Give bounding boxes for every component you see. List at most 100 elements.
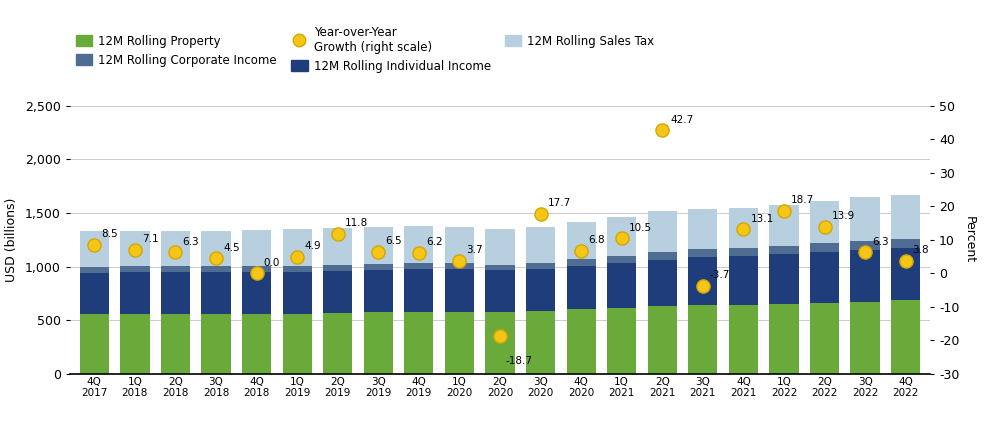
Bar	[485, 270, 515, 312]
Text: 18.7: 18.7	[791, 195, 814, 205]
Bar	[526, 311, 555, 374]
Point	[654, 127, 670, 134]
Bar	[404, 226, 433, 263]
Point	[411, 249, 427, 256]
Bar	[161, 314, 190, 374]
Text: 13.9: 13.9	[831, 211, 855, 221]
Text: -18.7: -18.7	[506, 356, 533, 366]
Bar	[729, 248, 758, 256]
Text: 3.7: 3.7	[466, 246, 483, 255]
Text: 0.0: 0.0	[264, 258, 280, 268]
Point	[451, 257, 467, 264]
Bar	[688, 305, 717, 374]
Bar	[80, 267, 109, 272]
Point	[735, 226, 751, 233]
Bar	[769, 205, 799, 246]
Bar	[526, 269, 555, 311]
Bar	[648, 211, 677, 252]
Bar	[120, 314, 150, 374]
Bar	[283, 314, 312, 374]
Point	[614, 235, 630, 242]
Bar	[688, 257, 717, 305]
Bar	[810, 303, 839, 374]
Text: 10.5: 10.5	[629, 223, 652, 233]
Bar	[567, 266, 596, 309]
Bar	[850, 250, 880, 301]
Point	[249, 270, 265, 277]
Legend: 12M Rolling Property, 12M Rolling Corporate Income, Year-over-Year
Growth (right: 12M Rolling Property, 12M Rolling Corpor…	[76, 26, 654, 73]
Bar	[810, 243, 839, 252]
Bar	[120, 266, 150, 272]
Text: 11.8: 11.8	[345, 218, 368, 228]
Bar	[850, 241, 880, 250]
Text: 17.7: 17.7	[548, 198, 571, 209]
Point	[370, 248, 386, 255]
Bar	[323, 313, 352, 374]
Bar	[201, 314, 231, 374]
Bar	[445, 263, 474, 269]
Text: 7.1: 7.1	[142, 234, 158, 244]
Bar	[323, 228, 352, 265]
Bar	[891, 301, 920, 374]
Point	[330, 230, 346, 237]
Bar	[567, 309, 596, 374]
Point	[817, 223, 833, 230]
Bar	[80, 231, 109, 267]
Bar	[648, 306, 677, 374]
Bar	[364, 264, 393, 270]
Point	[898, 257, 914, 264]
Bar	[201, 266, 231, 272]
Bar	[445, 269, 474, 312]
Text: 6.2: 6.2	[426, 237, 442, 247]
Bar	[323, 271, 352, 313]
Point	[695, 282, 711, 289]
Bar	[404, 263, 433, 269]
Bar	[404, 269, 433, 312]
Bar	[688, 249, 717, 257]
Text: 42.7: 42.7	[671, 114, 694, 125]
Bar	[201, 231, 231, 266]
Bar	[891, 239, 920, 248]
Text: 6.5: 6.5	[385, 236, 402, 246]
Text: -3.7: -3.7	[710, 270, 730, 280]
Text: 3.8: 3.8	[913, 245, 929, 255]
Bar	[242, 314, 271, 374]
Text: 6.3: 6.3	[182, 237, 199, 247]
Bar	[161, 231, 190, 266]
Bar	[810, 201, 839, 243]
Bar	[891, 248, 920, 301]
Bar	[161, 266, 190, 272]
Text: 4.5: 4.5	[223, 243, 240, 253]
Bar	[769, 246, 799, 254]
Point	[127, 246, 143, 253]
Text: 6.8: 6.8	[588, 235, 605, 245]
Bar	[283, 271, 312, 314]
Bar	[242, 272, 271, 314]
Bar	[526, 227, 555, 263]
Bar	[769, 254, 799, 304]
Bar	[80, 315, 109, 374]
Bar	[567, 259, 596, 266]
Point	[573, 247, 589, 254]
Bar	[242, 231, 271, 266]
Point	[492, 333, 508, 340]
Bar	[607, 308, 636, 374]
Bar	[283, 230, 312, 266]
Bar	[364, 270, 393, 312]
Bar	[242, 266, 271, 272]
Point	[776, 207, 792, 214]
Bar	[283, 266, 312, 271]
Bar	[364, 227, 393, 264]
Bar	[891, 195, 920, 239]
Bar	[161, 272, 190, 314]
Text: 13.1: 13.1	[750, 214, 774, 224]
Bar	[688, 209, 717, 249]
Bar	[607, 217, 636, 256]
Point	[857, 249, 873, 256]
Bar	[567, 222, 596, 259]
Bar	[526, 263, 555, 269]
Bar	[485, 312, 515, 374]
Bar	[364, 312, 393, 374]
Text: 8.5: 8.5	[101, 229, 118, 239]
Bar	[404, 312, 433, 374]
